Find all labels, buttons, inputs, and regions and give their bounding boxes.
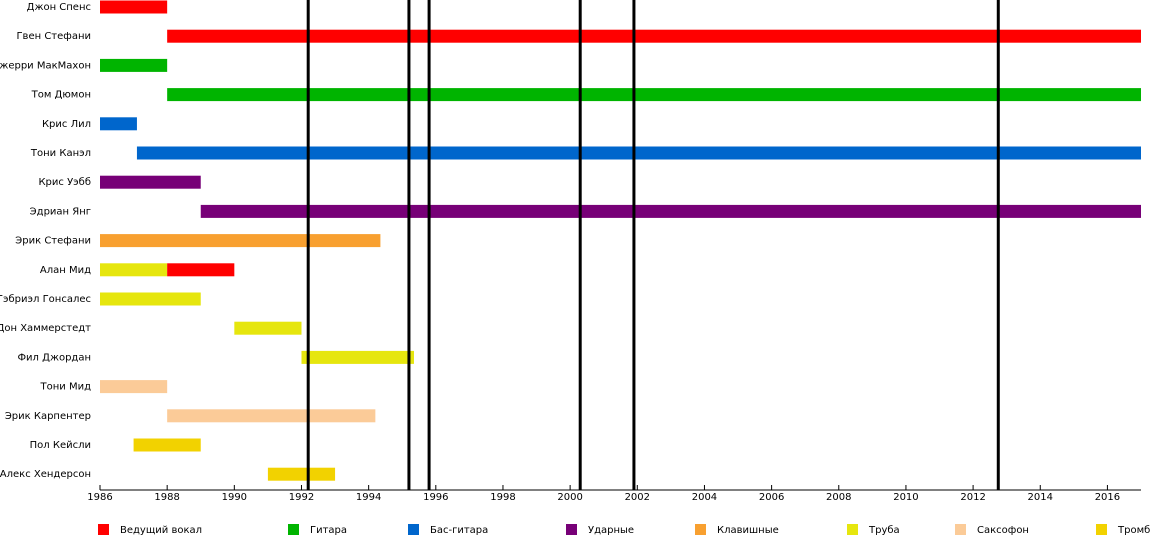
bar <box>100 292 201 306</box>
legend-swatch <box>98 524 109 535</box>
row-label: Пол Кейсли <box>30 440 91 451</box>
bar <box>167 88 1142 102</box>
x-tick-label: 2006 <box>759 492 784 503</box>
legend-label: Гитара <box>310 525 347 536</box>
x-tick-label: 1994 <box>356 492 381 503</box>
x-tick-label: 2014 <box>1028 492 1053 503</box>
legend-swatch <box>847 524 858 535</box>
row-label: Эдриан Янг <box>30 206 91 217</box>
bar <box>200 204 1141 218</box>
row-label: Дон Хаммерстедт <box>0 323 91 334</box>
row-label: Том Дюмон <box>31 90 91 101</box>
bar <box>267 467 336 481</box>
row-label: Крис Лил <box>42 119 91 130</box>
bar <box>100 0 168 14</box>
x-tick-label: 2016 <box>1095 492 1120 503</box>
legend-swatch <box>1096 524 1107 535</box>
row-label: Джон Спенс <box>27 2 91 13</box>
row-label: Алекс Хендерсон <box>0 469 91 480</box>
bar <box>100 117 137 131</box>
bar <box>100 380 168 394</box>
bar <box>100 175 201 189</box>
bar <box>167 29 1142 43</box>
legend-label: Бас-гитара <box>430 525 488 536</box>
row-label: Джерри МакМахон <box>0 60 91 71</box>
x-tick-label: 2008 <box>826 492 851 503</box>
legend-swatch <box>695 524 706 535</box>
x-tick-label: 2012 <box>960 492 985 503</box>
bar <box>167 263 235 277</box>
bar <box>100 234 381 248</box>
row-label: Эрик Стефани <box>15 236 91 247</box>
legend-label: Тромбон <box>1117 525 1150 536</box>
row-label: Тони Канэл <box>30 148 91 159</box>
legend-swatch <box>408 524 419 535</box>
legend-swatch <box>288 524 299 535</box>
row-label: Гвен Стефани <box>16 31 91 42</box>
x-tick-label: 1988 <box>154 492 179 503</box>
bar <box>133 438 201 452</box>
x-tick-label: 1986 <box>87 492 112 503</box>
legend-swatch <box>566 524 577 535</box>
x-tick-label: 1998 <box>490 492 515 503</box>
x-tick-label: 1992 <box>289 492 314 503</box>
legend-swatch <box>955 524 966 535</box>
legend-label: Клавишные <box>717 525 779 536</box>
bar <box>301 350 414 364</box>
row-label: Тони Мид <box>40 382 92 393</box>
legend-label: Саксофон <box>977 525 1029 536</box>
x-tick-label: 2002 <box>625 492 650 503</box>
legend-label: Ведущий вокал <box>120 525 202 536</box>
bar <box>100 263 168 277</box>
bar <box>136 146 1141 160</box>
row-label: Эрик Карпентер <box>5 411 91 422</box>
bar <box>100 58 168 72</box>
x-tick-label: 2010 <box>893 492 918 503</box>
bar <box>167 409 376 423</box>
row-label: Гэбриэл Гонсалес <box>0 294 91 305</box>
legend-label: Ударные <box>588 525 634 536</box>
row-label: Крис Уэбб <box>38 177 91 188</box>
row-label: Фил Джордан <box>17 352 91 363</box>
x-tick-label: 1996 <box>423 492 448 503</box>
legend-label: Труба <box>868 525 900 536</box>
x-tick-label: 1990 <box>222 492 247 503</box>
x-tick-label: 2000 <box>557 492 582 503</box>
x-tick-label: 2004 <box>692 492 717 503</box>
bar <box>234 321 302 335</box>
row-label: Алан Мид <box>40 265 91 276</box>
